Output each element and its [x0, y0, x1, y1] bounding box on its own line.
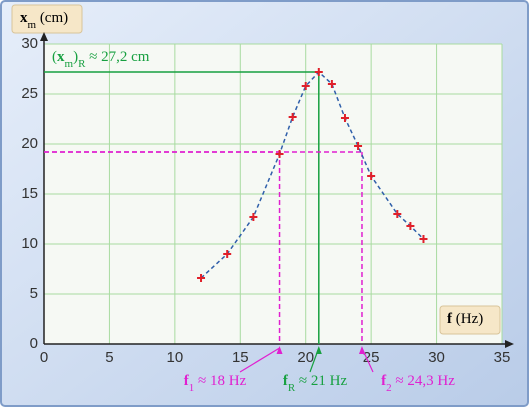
data-line: [200, 70, 425, 279]
rich-label: f1 ≈ 18 Hz: [184, 373, 247, 393]
arrow-head: [276, 346, 283, 354]
data-point: [288, 113, 297, 121]
label-part: m: [65, 58, 74, 70]
label-part: f: [184, 373, 190, 389]
label-part: f: [447, 311, 453, 327]
label-part: ≈ 21 Hz: [295, 373, 347, 389]
x-label-box: [439, 305, 501, 335]
x-tick-label: 10: [167, 349, 184, 366]
data-point: [393, 210, 402, 218]
label-part: f: [381, 373, 387, 389]
data-point: [197, 274, 206, 282]
x-tick-label: 25: [363, 349, 380, 366]
y-axis-arrow: [40, 32, 48, 41]
x-tick-label: 35: [494, 349, 511, 366]
y-tick-label: 5: [30, 285, 38, 302]
label-part: 2: [386, 382, 392, 394]
y-tick-label: 10: [21, 235, 38, 252]
label-part: (Hz): [452, 311, 483, 327]
label-part: 1: [189, 382, 195, 394]
x-tick-label: 30: [428, 349, 445, 366]
arrow-head: [315, 346, 322, 354]
data-point: [340, 114, 349, 122]
rich-label: f (Hz): [447, 311, 483, 327]
data-point: [327, 80, 336, 88]
rich-label: f2 ≈ 24,3 Hz: [381, 373, 455, 393]
rich-label: fR ≈ 21 Hz: [283, 373, 348, 393]
label-part: ≈ 24,3 Hz: [392, 373, 456, 389]
x-axis-arrow: [505, 340, 514, 348]
label-part: (: [52, 49, 57, 65]
label-part: (cm): [36, 10, 68, 26]
y-tick-label: 30: [21, 35, 38, 52]
label-arrow: [239, 347, 280, 373]
label-part: f: [283, 373, 289, 389]
data-point: [249, 213, 258, 221]
y-tick-label: 20: [21, 135, 38, 152]
data-point: [314, 68, 323, 76]
data-point: [275, 150, 284, 158]
data-point: [301, 82, 310, 90]
label-part: ): [73, 49, 78, 65]
label-part: x: [57, 49, 65, 65]
data-point: [354, 142, 363, 150]
data-point: [367, 172, 376, 180]
label-part: m: [28, 19, 37, 31]
x-tick-label: 15: [232, 349, 249, 366]
data-point: [419, 235, 428, 243]
x-tick-label: 5: [105, 349, 113, 366]
data-point: [406, 222, 415, 230]
label-part: ≈ 18 Hz: [194, 373, 246, 389]
label-part: x: [20, 10, 28, 26]
label-part: R: [288, 382, 296, 394]
label-part: R: [78, 58, 86, 70]
y-tick-label: 0: [30, 335, 38, 352]
label-part: ≈ 27,2 cm: [85, 49, 149, 65]
data-point: [223, 250, 232, 258]
x-tick-label: 0: [40, 349, 48, 366]
y-label-box: [11, 4, 83, 34]
rich-label: (xm)R ≈ 27,2 cm: [52, 49, 150, 69]
rich-label: xm (cm): [20, 10, 68, 30]
y-tick-label: 15: [21, 185, 38, 202]
y-tick-label: 25: [21, 85, 38, 102]
arrow-head: [358, 346, 365, 354]
x-tick-label: 20: [297, 349, 314, 366]
